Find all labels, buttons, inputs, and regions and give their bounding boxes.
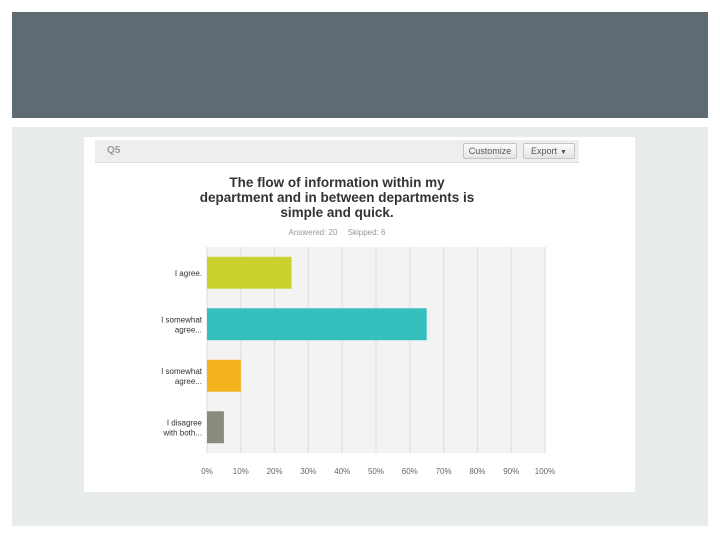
x-tick-label: 10%	[233, 467, 249, 476]
chart-title: The flow of information within my depart…	[95, 175, 579, 220]
x-tick-label: 90%	[503, 467, 519, 476]
x-tick-label: 40%	[334, 467, 350, 476]
bar	[207, 256, 292, 289]
chart-title-line: department and in between departments is	[199, 190, 475, 205]
category-label: agree...	[175, 325, 202, 334]
category-label: I somewhat	[161, 315, 203, 324]
response-stats: Answered: 20 Skipped: 6	[95, 228, 579, 237]
category-label: I somewhat	[161, 367, 203, 376]
category-label: I disagree	[167, 418, 203, 427]
chart-title-line: The flow of information within my	[229, 175, 445, 190]
x-tick-label: 50%	[368, 467, 384, 476]
slide-title-band	[12, 12, 708, 118]
export-button[interactable]: Export ▼	[523, 143, 575, 159]
bar	[207, 411, 224, 444]
category-label: agree...	[175, 377, 202, 386]
category-label: I agree.	[175, 269, 202, 278]
chevron-down-icon: ▼	[560, 149, 567, 156]
bar-chart: 0% 10% 20% 30% 40% 50% 60% 70% 80% 90% 100% I agree…	[161, 247, 555, 476]
customize-button[interactable]: Customize	[463, 143, 517, 159]
answered-count: Answered: 20	[288, 228, 338, 237]
bar	[207, 308, 427, 341]
category-label: with both...	[162, 428, 202, 437]
x-tick-label: 20%	[267, 467, 283, 476]
x-tick-label: 60%	[402, 467, 418, 476]
skipped-count: Skipped: 6	[347, 228, 386, 237]
x-tick-label: 100%	[535, 467, 555, 476]
x-tick-label: 80%	[469, 467, 485, 476]
x-tick-label: 0%	[201, 467, 213, 476]
export-button-label: Export	[531, 146, 558, 156]
customize-button-label: Customize	[468, 146, 512, 156]
x-tick-label: 30%	[300, 467, 316, 476]
chart-area: The flow of information within my depart…	[95, 163, 579, 492]
x-tick-label: 70%	[436, 467, 452, 476]
bar	[207, 359, 241, 392]
question-number: Q5	[107, 145, 121, 156]
chart-title-line: simple and quick.	[280, 205, 394, 220]
question-toolbar: Q5 Customize Export ▼	[95, 140, 579, 163]
